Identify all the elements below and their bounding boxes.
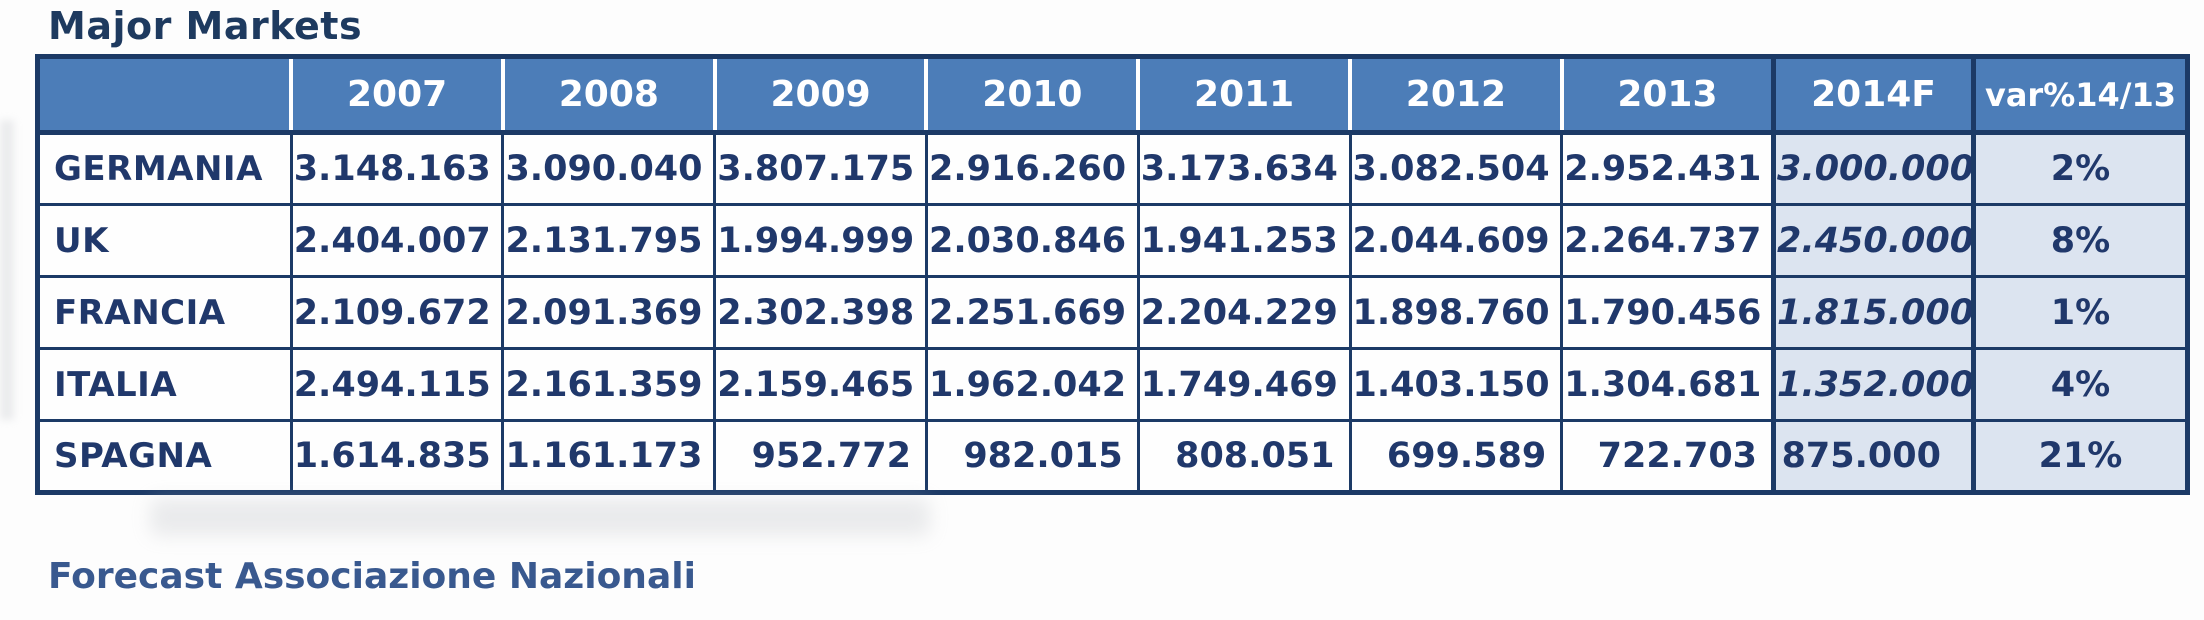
cell-value: 2.091.369: [501, 275, 717, 350]
cell-value: 2.251.669: [924, 275, 1140, 350]
cell-value: 3.090.040: [501, 131, 717, 206]
cell-value: 1.749.469: [1136, 347, 1352, 422]
row-label-spagna: SPAGNA: [36, 419, 293, 495]
cell-value: 699.589: [1348, 419, 1564, 495]
cell-value: 2.302.398: [713, 275, 928, 350]
cell-value: 2.952.431: [1560, 131, 1776, 206]
cell-value: 2.916.260: [924, 131, 1140, 206]
footer-note: Forecast Associazione Nazionali: [48, 556, 696, 597]
cell-value: 1.161.173: [501, 419, 717, 495]
cell-value: 3.807.175: [713, 131, 928, 206]
table-row-spagna: SPAGNA 1.614.835 1.161.173 952.772 982.0…: [36, 419, 2190, 495]
cell-value: 2.161.359: [501, 347, 717, 422]
cell-forecast-value: 875.000: [1771, 419, 1975, 495]
cell-value: 2.204.229: [1136, 275, 1352, 350]
header-cell-var-percent: var%14/13: [1970, 55, 2190, 135]
cell-value: 2.030.846: [924, 203, 1140, 278]
table-row-uk: UK 2.404.007 2.131.795 1.994.999 2.030.8…: [36, 203, 2190, 278]
cell-value: 2.404.007: [289, 203, 505, 278]
header-cell-2009: 2009: [712, 55, 928, 135]
table-header-row: 2007 2008 2009 2010 2011 2012 2013 2014F…: [35, 55, 2190, 135]
cell-var-percent: 8%: [1970, 203, 2190, 278]
cell-var-percent: 21%: [1970, 419, 2190, 495]
cell-value: 722.703: [1560, 419, 1776, 495]
header-cell-2012: 2012: [1348, 55, 1564, 135]
cell-forecast-value: 3.000.000: [1771, 131, 1975, 206]
cell-value: 808.051: [1136, 419, 1352, 495]
row-label-germania: GERMANIA: [36, 131, 293, 206]
cell-var-percent: 1%: [1970, 275, 2190, 350]
scan-artifact: [150, 498, 930, 536]
cell-value: 2.159.465: [713, 347, 928, 422]
cell-var-percent: 4%: [1970, 347, 2190, 422]
cell-value: 2.264.737: [1560, 203, 1776, 278]
header-cell-2014-forecast: 2014F: [1771, 55, 1975, 135]
header-cell-2011: 2011: [1136, 55, 1352, 135]
cell-var-percent: 2%: [1970, 131, 2190, 206]
header-cell-blank: [35, 55, 293, 135]
row-label-italia: ITALIA: [36, 347, 293, 422]
table-row-francia: FRANCIA 2.109.672 2.091.369 2.302.398 2.…: [36, 275, 2190, 350]
cell-value: 1.614.835: [289, 419, 505, 495]
cell-value: 1.994.999: [713, 203, 928, 278]
row-label-francia: FRANCIA: [36, 275, 293, 350]
cell-value: 1.304.681: [1560, 347, 1776, 422]
table-row-italia: ITALIA 2.494.115 2.161.359 2.159.465 1.9…: [36, 347, 2190, 422]
cell-value: 952.772: [713, 419, 928, 495]
row-label-uk: UK: [36, 203, 293, 278]
cell-value: 1.941.253: [1136, 203, 1352, 278]
cell-value: 3.148.163: [289, 131, 505, 206]
cell-value: 3.082.504: [1348, 131, 1564, 206]
header-cell-2007: 2007: [289, 55, 505, 135]
cell-value: 2.494.115: [289, 347, 505, 422]
cell-value: 3.173.634: [1136, 131, 1352, 206]
cell-value: 1.962.042: [924, 347, 1140, 422]
cell-value: 1.898.760: [1348, 275, 1564, 350]
cell-value: 1.403.150: [1348, 347, 1564, 422]
cell-forecast-value: 1.352.000: [1771, 347, 1975, 422]
cell-forecast-value: 2.450.000: [1771, 203, 1975, 278]
page-title: Major Markets: [48, 4, 363, 48]
table-row-germania: GERMANIA 3.148.163 3.090.040 3.807.175 2…: [36, 131, 2190, 206]
cell-value: 2.044.609: [1348, 203, 1564, 278]
header-cell-2008: 2008: [500, 55, 717, 135]
header-cell-2013: 2013: [1559, 55, 1776, 135]
cell-value: 982.015: [924, 419, 1140, 495]
cell-value: 2.109.672: [289, 275, 505, 350]
major-markets-table: 2007 2008 2009 2010 2011 2012 2013 2014F…: [35, 54, 2190, 495]
scan-artifact-edge: [0, 120, 14, 420]
header-cell-2010: 2010: [924, 55, 1140, 135]
cell-value: 2.131.795: [501, 203, 717, 278]
cell-value: 1.790.456: [1560, 275, 1776, 350]
cell-forecast-value: 1.815.000: [1771, 275, 1975, 350]
